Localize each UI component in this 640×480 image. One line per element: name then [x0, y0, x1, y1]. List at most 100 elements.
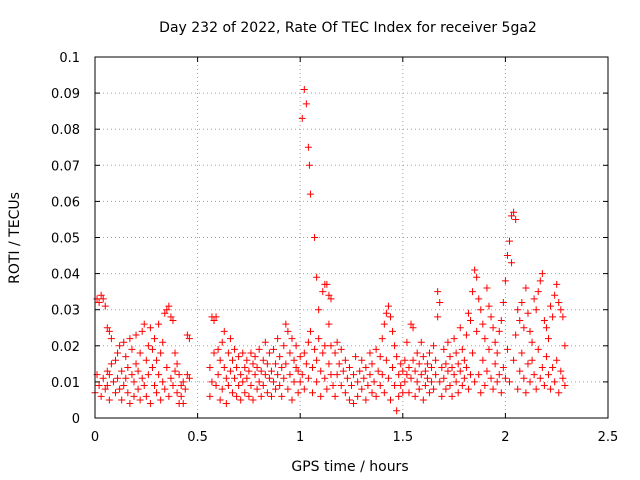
data-point — [417, 338, 425, 346]
data-point — [452, 378, 460, 386]
data-point — [444, 367, 452, 375]
data-point — [393, 407, 401, 415]
y-tick-label: 0.01 — [51, 376, 80, 391]
data-point — [276, 353, 284, 361]
data-point — [222, 374, 230, 382]
data-point — [228, 356, 236, 364]
data-point — [245, 367, 253, 375]
data-point — [333, 371, 341, 379]
data-point — [555, 389, 563, 397]
data-point — [452, 349, 460, 357]
data-point — [551, 378, 559, 386]
data-point — [532, 306, 540, 314]
data-point — [475, 295, 483, 303]
data-point — [538, 270, 546, 278]
data-point — [501, 374, 509, 382]
y-tick-label: 0 — [72, 412, 80, 427]
data-point — [214, 371, 222, 379]
data-point — [220, 327, 228, 335]
data-point — [306, 190, 314, 198]
data-point — [372, 392, 380, 400]
x-tick-label: 2 — [501, 430, 509, 445]
data-point — [288, 335, 296, 343]
data-point — [317, 392, 325, 400]
data-point — [489, 324, 497, 332]
data-point — [177, 392, 185, 400]
data-point — [508, 212, 516, 220]
data-point — [506, 378, 514, 386]
data-point — [302, 360, 310, 368]
data-point — [114, 349, 122, 357]
data-point — [366, 371, 374, 379]
data-point — [304, 338, 312, 346]
data-point — [442, 360, 450, 368]
data-point — [155, 320, 163, 328]
data-point — [407, 320, 415, 328]
data-point — [185, 374, 193, 382]
data-point — [540, 317, 548, 325]
data-point — [243, 374, 251, 382]
data-point — [557, 306, 565, 314]
data-point — [526, 327, 534, 335]
data-point — [432, 371, 440, 379]
data-point — [206, 363, 214, 371]
data-point — [171, 367, 179, 375]
y-tick-label: 0.08 — [51, 123, 80, 138]
data-point — [282, 320, 290, 328]
data-point — [245, 392, 253, 400]
data-point — [122, 353, 130, 361]
data-point — [423, 374, 431, 382]
data-point — [483, 367, 491, 375]
data-point — [284, 327, 292, 335]
data-point — [503, 345, 511, 353]
data-point — [151, 382, 159, 390]
data-point — [536, 277, 544, 285]
data-point — [99, 295, 107, 303]
data-point — [294, 389, 302, 397]
data-point — [522, 389, 530, 397]
data-point — [122, 374, 130, 382]
data-point — [561, 342, 569, 350]
data-point — [512, 215, 520, 223]
data-point — [107, 335, 115, 343]
x-tick-label: 2.5 — [598, 430, 619, 445]
data-point — [378, 371, 386, 379]
data-point — [432, 356, 440, 364]
data-point — [397, 360, 405, 368]
data-point — [272, 360, 280, 368]
data-point — [97, 392, 105, 400]
data-point — [491, 338, 499, 346]
data-point — [282, 360, 290, 368]
data-point — [237, 371, 245, 379]
data-point — [276, 382, 284, 390]
data-point — [497, 389, 505, 397]
data-point — [446, 382, 454, 390]
data-point — [477, 389, 485, 397]
data-point — [551, 291, 559, 299]
data-point — [304, 374, 312, 382]
data-point — [493, 378, 501, 386]
data-point — [460, 374, 468, 382]
data-point — [218, 385, 226, 393]
data-point — [294, 367, 302, 375]
data-point — [169, 382, 177, 390]
data-point — [114, 374, 122, 382]
data-point — [407, 374, 415, 382]
data-point — [136, 396, 144, 404]
data-point — [380, 389, 388, 397]
data-point — [116, 342, 124, 350]
data-point — [255, 378, 263, 386]
data-point — [370, 378, 378, 386]
data-point — [210, 317, 218, 325]
data-point — [126, 400, 134, 408]
data-point — [109, 378, 117, 386]
data-point — [366, 349, 374, 357]
data-point — [446, 353, 454, 361]
x-tick-label: 0 — [91, 430, 99, 445]
data-point — [520, 324, 528, 332]
data-point — [255, 345, 263, 353]
data-point — [405, 363, 413, 371]
data-point — [395, 371, 403, 379]
data-point — [354, 392, 362, 400]
